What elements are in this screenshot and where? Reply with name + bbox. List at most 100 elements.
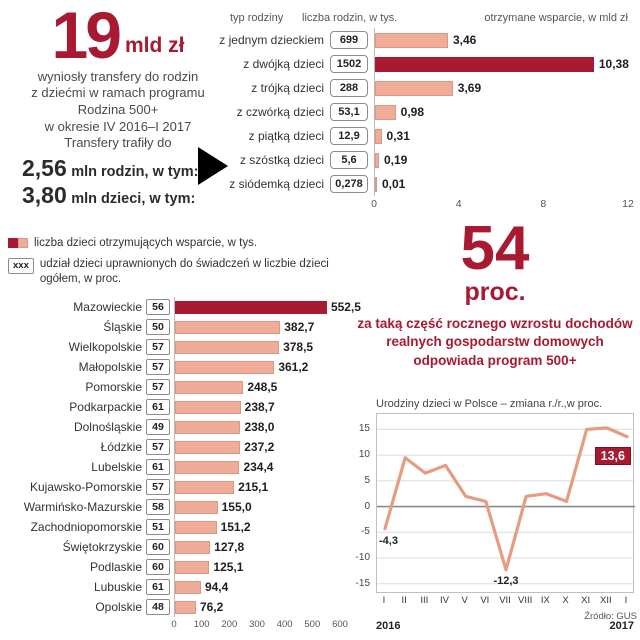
reg-badge: 57 xyxy=(146,359,170,375)
reg-track: 382,7 xyxy=(174,317,340,337)
reg-label: Mazowieckie xyxy=(73,300,142,314)
fam-value: 3,46 xyxy=(452,33,477,47)
births-years: 2016 2017 xyxy=(376,620,634,634)
fam-label: z czwórką dzieci xyxy=(236,105,324,119)
reg-badge: 61 xyxy=(146,459,170,475)
bar xyxy=(175,400,241,414)
reg-value: 238,7 xyxy=(244,400,275,414)
x-tick: I xyxy=(382,595,386,606)
y-tick: 15 xyxy=(358,423,370,435)
year-start-label: 2016 xyxy=(376,620,401,632)
reg-row: Pomorskie 57 248,5 xyxy=(6,377,340,397)
stat-children-label: mln dzieci, w tym: xyxy=(71,191,196,208)
regions-x-axis: 0 100 200 300 400 500 600 xyxy=(171,617,348,630)
reg-label: Wielkopolskie xyxy=(68,340,142,354)
bar xyxy=(175,460,240,474)
fam-label: z jednym dzieckiem xyxy=(219,33,324,47)
x-tick: IV xyxy=(440,595,449,606)
regions-rows: Mazowieckie 56 552,5 Śląskie 50 382,7 Wielkopo… xyxy=(6,297,361,617)
reg-badge: 58 xyxy=(146,499,170,515)
bar xyxy=(175,300,327,314)
reg-row: Małopolskie 57 361,2 xyxy=(6,357,340,377)
reg-row: Kujawsko-Pomorskie 57 215,1 xyxy=(6,477,340,497)
reg-track: 155,0 xyxy=(174,497,340,517)
fam-track: 3,69 xyxy=(374,76,628,100)
reg-value: 361,2 xyxy=(278,360,309,374)
y-tick: 10 xyxy=(358,449,370,461)
intro-description: wyniosły transfery do rodzin z dziećmi w… xyxy=(31,68,205,151)
reg-badge: 49 xyxy=(146,419,170,435)
reg-label: Warmińsko-Mazurskie xyxy=(23,500,142,514)
reg-track: 552,5 xyxy=(174,297,361,317)
x-tick: VII xyxy=(499,595,511,606)
column-header-support: otrzymane wsparcie, w mld zł xyxy=(484,12,628,24)
bar xyxy=(175,340,280,354)
bar xyxy=(175,320,281,334)
fam-value: 0,98 xyxy=(400,105,425,119)
bar xyxy=(375,104,396,120)
reg-track: 234,4 xyxy=(174,457,340,477)
legend-item2-label: udział dzieci uprawnionych do świadczeń … xyxy=(39,258,329,285)
bar xyxy=(175,440,241,454)
reg-badge: 60 xyxy=(146,559,170,575)
stat-families-value: 2,56 xyxy=(22,154,67,181)
x-tick: V xyxy=(461,595,468,606)
axis-tick: 0 xyxy=(371,198,377,210)
fam-row: z piątką dzieci 12,9 0,31 xyxy=(212,124,628,148)
fam-label: z dwójką dzieci xyxy=(243,57,324,71)
bar xyxy=(175,580,201,594)
families-chart: typ rodziny liczba rodzin, w tys. otrzym… xyxy=(212,12,634,210)
reg-value: 76,2 xyxy=(199,600,224,614)
y-tick: 5 xyxy=(364,474,370,486)
axis-tick: 400 xyxy=(276,619,293,630)
reg-label: Zachodniopomorskie xyxy=(30,520,142,534)
fam-label: z trójką dzieci xyxy=(251,81,324,95)
bar xyxy=(175,360,275,374)
annotation--12,3: -12,3 xyxy=(493,574,519,587)
fam-badge: 53,1 xyxy=(330,103,368,121)
bar xyxy=(375,56,594,72)
fam-badge: 1502 xyxy=(330,55,368,73)
stat-families: 2,56 mln rodzin, w tym: xyxy=(22,154,226,181)
legend-swatch-pink-icon xyxy=(18,238,28,248)
reg-row: Zachodniopomorskie 51 151,2 xyxy=(6,517,340,537)
intro-block: 19 mld zł wyniosły transfery do rodzin z… xyxy=(10,2,226,208)
fam-badge: 288 xyxy=(330,79,368,97)
reg-label: Świętokrzyskie xyxy=(62,540,142,554)
reg-value: 552,5 xyxy=(330,300,361,314)
bar xyxy=(175,520,217,534)
reg-row: Podkarpackie 61 238,7 xyxy=(6,397,340,417)
axis-tick: 300 xyxy=(249,619,265,630)
fam-track: 0,98 xyxy=(374,100,628,124)
fam-track: 10,38 xyxy=(374,52,629,76)
axis-tick: 12 xyxy=(622,198,634,210)
x-tick: X xyxy=(562,595,569,606)
births-chart-title: Urodziny dzieci w Polsce – zmiana r./r.,… xyxy=(376,398,603,410)
reg-label: Podlaskie xyxy=(89,560,142,574)
reg-track: 378,5 xyxy=(174,337,340,357)
reg-badge: 61 xyxy=(146,579,170,595)
reg-row: Śląskie 50 382,7 xyxy=(6,317,340,337)
bar xyxy=(175,500,218,514)
x-tick: VI xyxy=(480,595,490,606)
reg-badge: 57 xyxy=(146,379,170,395)
bar xyxy=(175,480,235,494)
legend-item1-label: liczba dzieci otrzymujących wsparcie, w … xyxy=(34,237,258,249)
x-tick: XI xyxy=(581,595,591,606)
births-x-axis: I II III IV V VI VII VIII IX X XI XII I xyxy=(376,595,634,607)
bar xyxy=(175,540,211,554)
reg-badge: 56 xyxy=(146,299,170,315)
families-rows: z jednym dzieckiem 699 3,46 z dwójką dzieci… xyxy=(212,28,629,196)
reg-value: 215,1 xyxy=(238,480,269,494)
fam-row: z dwójką dzieci 1502 10,38 xyxy=(212,52,629,76)
axis-tick: 600 xyxy=(332,619,348,630)
reg-track: 76,2 xyxy=(174,597,340,617)
bar xyxy=(175,600,196,614)
fam-badge: 12,9 xyxy=(330,127,368,145)
fam-badge: 699 xyxy=(330,31,368,49)
legend-item-2: xxx udział dzieci uprawnionych do świadc… xyxy=(8,257,332,286)
axis-tick: 4 xyxy=(455,198,462,210)
reg-badge: 57 xyxy=(146,439,170,455)
fam-label: z szóstką dzieci xyxy=(239,153,324,167)
reg-label: Podkarpackie xyxy=(69,400,142,414)
